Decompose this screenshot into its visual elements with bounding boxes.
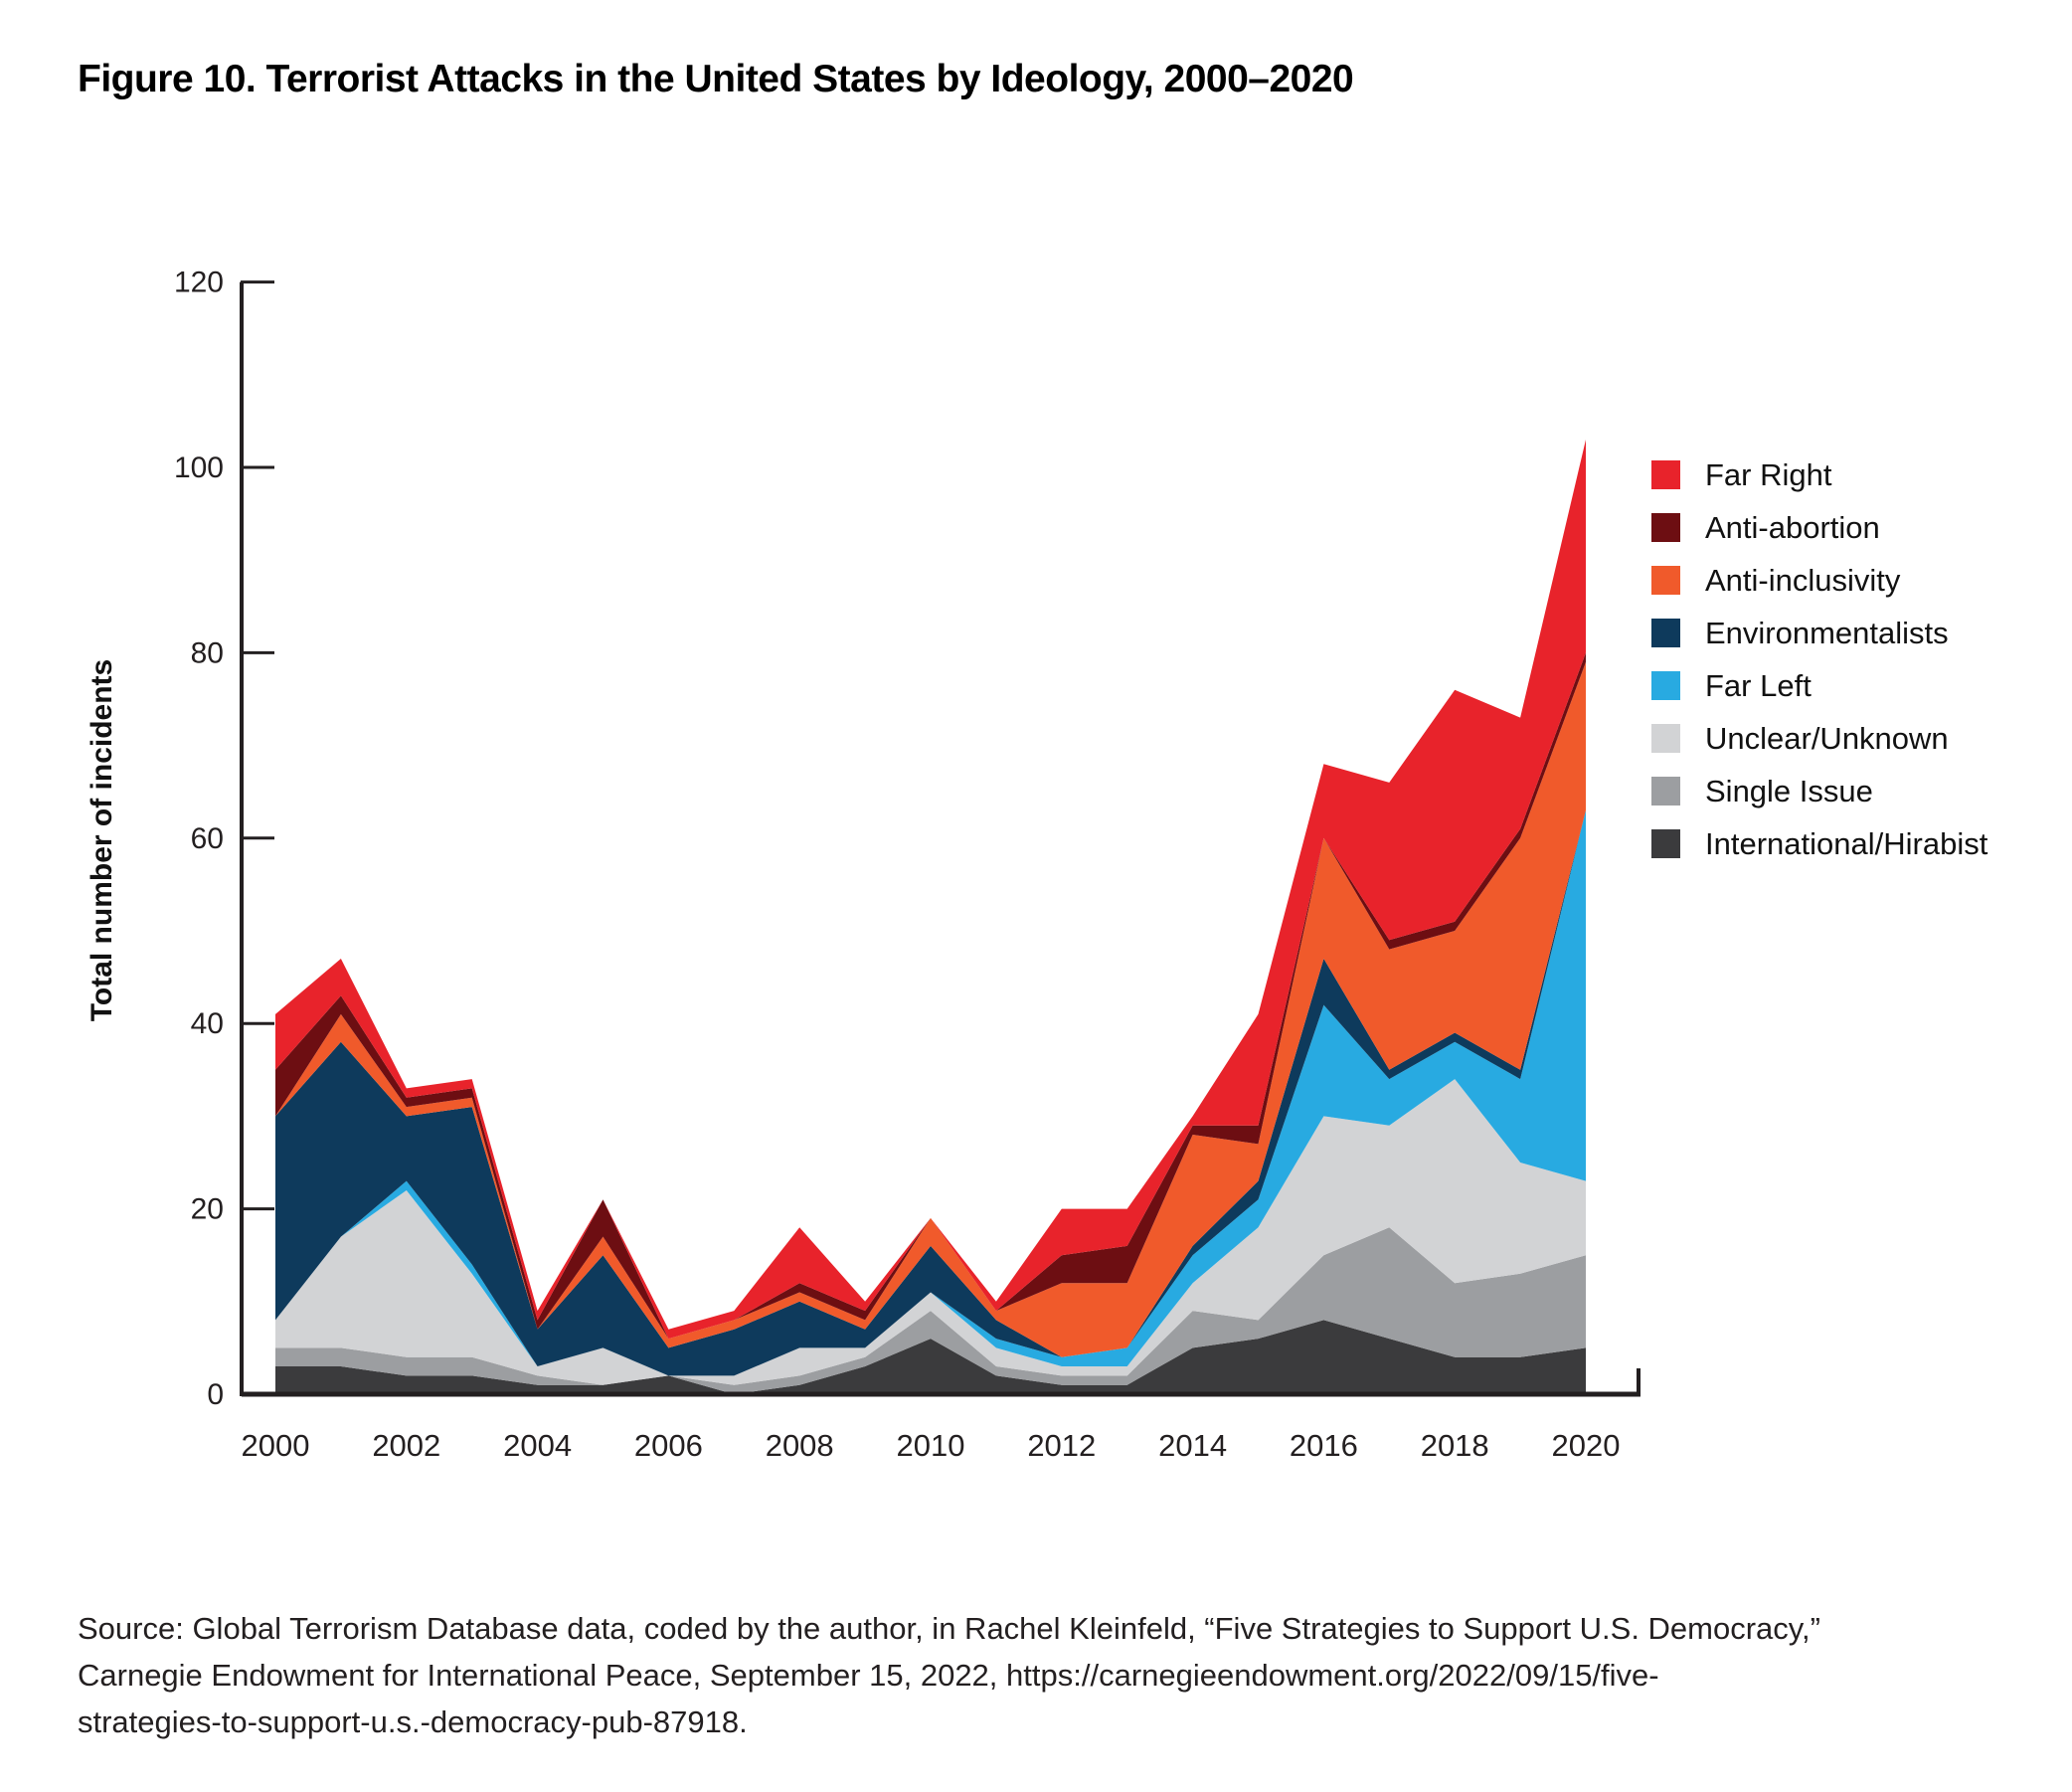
legend-item-anti-inclusivity: Anti-inclusivity — [1651, 554, 1987, 607]
x-tick-label: 2016 — [1290, 1428, 1358, 1463]
legend-swatch-far-right — [1651, 460, 1680, 489]
y-tick-label: 40 — [191, 1007, 224, 1040]
x-tick-label: 2012 — [1027, 1428, 1096, 1463]
y-axis-title: Total number of incidents — [86, 659, 118, 1021]
x-tick-label: 2018 — [1421, 1428, 1489, 1463]
legend-label-environmentalists: Environmentalists — [1705, 615, 1949, 650]
legend-item-anti-abortion: Anti-abortion — [1651, 501, 1987, 554]
x-tick-label: 2002 — [372, 1428, 440, 1463]
legend-label-unclear-unknown: Unclear/Unknown — [1705, 720, 1949, 756]
legend-swatch-single-issue — [1651, 777, 1680, 806]
y-tick-label: 80 — [191, 636, 224, 669]
y-tick-label: 0 — [207, 1378, 224, 1411]
legend-item-unclear-unknown: Unclear/Unknown — [1651, 712, 1987, 765]
y-tick-label: 120 — [174, 267, 224, 299]
legend-item-environmentalists: Environmentalists — [1651, 607, 1987, 659]
legend-swatch-unclear-unknown — [1651, 724, 1680, 753]
legend-label-anti-inclusivity: Anti-inclusivity — [1705, 562, 1901, 598]
area-far-left — [275, 809, 1586, 1376]
legend-label-far-left: Far Left — [1705, 667, 1812, 703]
legend-swatch-environmentalists — [1651, 619, 1680, 647]
legend-label-single-issue: Single Issue — [1705, 773, 1873, 808]
legend-label-anti-abortion: Anti-abortion — [1705, 509, 1880, 545]
legend-item-far-left: Far Left — [1651, 659, 1987, 712]
x-tick-label: 2010 — [897, 1428, 965, 1463]
x-tick-label: 2004 — [503, 1428, 572, 1463]
y-tick-label: 100 — [174, 451, 224, 484]
y-tick-label: 60 — [191, 822, 224, 855]
x-tick-label: 2008 — [766, 1428, 834, 1463]
area-unclear-unknown — [275, 1079, 1586, 1385]
figure-title: Figure 10. Terrorist Attacks in the Unit… — [78, 58, 1354, 100]
legend-swatch-anti-inclusivity — [1651, 566, 1680, 595]
area-far-right — [275, 440, 1586, 1340]
x-tick-label: 2014 — [1158, 1428, 1227, 1463]
legend-item-international-hirabist: International/Hirabist — [1651, 817, 1987, 870]
y-tick-label: 20 — [191, 1193, 224, 1226]
chart-legend: Far Right Anti-abortion Anti-inclusivity En… — [1651, 448, 1987, 870]
legend-swatch-international-hirabist — [1651, 829, 1680, 858]
area-environmentalists — [275, 809, 1586, 1376]
x-tick-label: 2000 — [242, 1428, 310, 1463]
source-note: Source: Global Terrorism Database data, … — [78, 1611, 1820, 1739]
legend-item-far-right: Far Right — [1651, 448, 1987, 501]
area-international-hirabist — [275, 1320, 1586, 1394]
legend-label-far-right: Far Right — [1705, 456, 1832, 492]
x-tick-label: 2006 — [634, 1428, 703, 1463]
legend-label-international-hirabist: International/Hirabist — [1705, 825, 1988, 861]
x-tick-label: 2020 — [1552, 1428, 1621, 1463]
legend-item-single-issue: Single Issue — [1651, 765, 1987, 817]
legend-swatch-anti-abortion — [1651, 513, 1680, 542]
legend-swatch-far-left — [1651, 671, 1680, 700]
